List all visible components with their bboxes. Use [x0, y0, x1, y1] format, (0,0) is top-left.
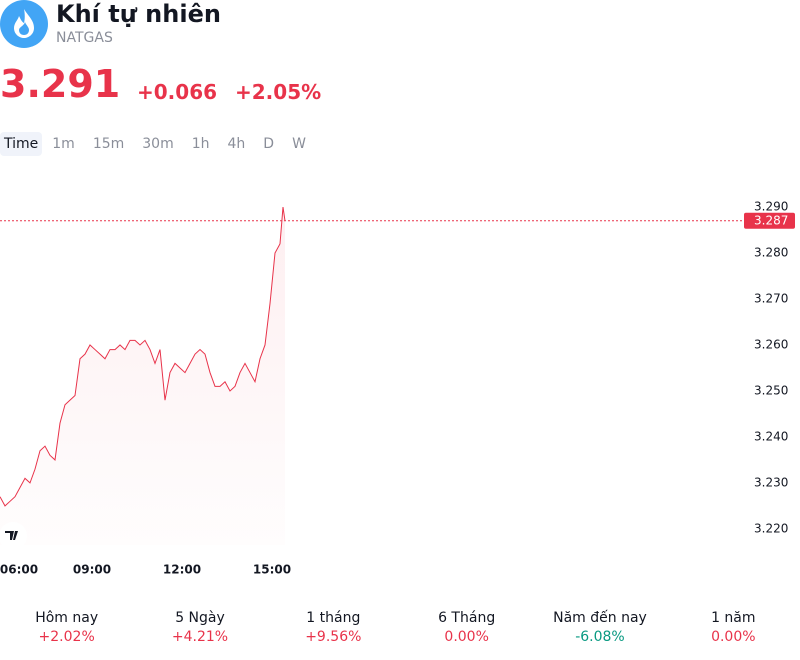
timeframes: Time 1m 15m 30m 1h 4h D W — [0, 132, 316, 156]
y-tick-label: 3.260 — [754, 337, 788, 351]
timeframe-button[interactable]: Time — [0, 132, 43, 156]
period: 6 Tháng 0.00% — [400, 610, 533, 645]
period-value: +4.21% — [171, 629, 229, 645]
period-value: +9.56% — [305, 629, 362, 645]
period-value: +2.02% — [38, 629, 95, 645]
period: 5 Ngày +4.21% — [133, 610, 266, 645]
y-tick-label: 3.220 — [754, 521, 788, 535]
change-pct: +2.05% — [235, 80, 322, 104]
period: 1 năm 0.00% — [667, 610, 800, 645]
period-label: 5 Ngày — [175, 610, 225, 626]
line — [0, 206, 286, 507]
period: Hôm nay +2.02% — [0, 610, 133, 645]
y-tick-label: 3.250 — [754, 383, 788, 397]
period-label: Năm đến nay — [553, 610, 647, 626]
y-tick-label: 3.240 — [754, 429, 788, 443]
timeframe-button[interactable]: 15m — [92, 136, 125, 152]
tv-logo — [0, 522, 27, 550]
y-tick-label: 3.280 — [754, 245, 788, 259]
period-value: 0.00% — [711, 629, 756, 645]
timeframe-button[interactable]: 1m — [52, 136, 75, 152]
period: Năm đến nay -6.08% — [533, 610, 666, 645]
timeframe-button[interactable]: D — [263, 136, 275, 152]
title: Khí tự nhiên — [56, 0, 221, 28]
change: +0.066 — [137, 80, 218, 104]
x-tick-label: 09:00 — [73, 563, 111, 577]
period: 1 tháng +9.56% — [267, 610, 400, 645]
y-tick-label: 3.270 — [754, 291, 788, 305]
period-label: Hôm nay — [35, 610, 99, 626]
logo — [0, 0, 48, 48]
x-tick-label: 15:00 — [253, 563, 291, 577]
periods: Hôm nay +2.02% 5 Ngày +4.21% 1 tháng +9.56% 6 … — [0, 610, 800, 645]
last-price-label: 3.287 — [754, 213, 788, 227]
x-tick-label: 06:00 — [0, 563, 38, 577]
x-tick-label: 12:00 — [163, 563, 201, 577]
y-tick-label: 3.290 — [754, 200, 788, 214]
timeframe-button[interactable]: 4h — [227, 136, 246, 152]
period-value: -6.08% — [575, 629, 625, 645]
timeframe-button[interactable]: W — [292, 136, 306, 152]
timeframe-button[interactable]: 1h — [191, 136, 210, 152]
period-value: 0.00% — [444, 629, 489, 645]
y-tick-label: 3.230 — [754, 475, 788, 489]
timeframe-button[interactable]: 30m — [142, 136, 174, 152]
period-label: 1 năm — [711, 610, 756, 626]
area — [0, 207, 285, 545]
symbol: NATGAS — [56, 30, 113, 46]
last-price-tag — [744, 212, 795, 229]
chart: 3.220 3.230 3.240 3.250 3.260 3.270 3.280 3.290… — [0, 200, 795, 577]
period-label: 6 Tháng — [438, 610, 496, 626]
price: 3.291 — [0, 62, 121, 106]
period-label: 1 tháng — [306, 610, 361, 626]
